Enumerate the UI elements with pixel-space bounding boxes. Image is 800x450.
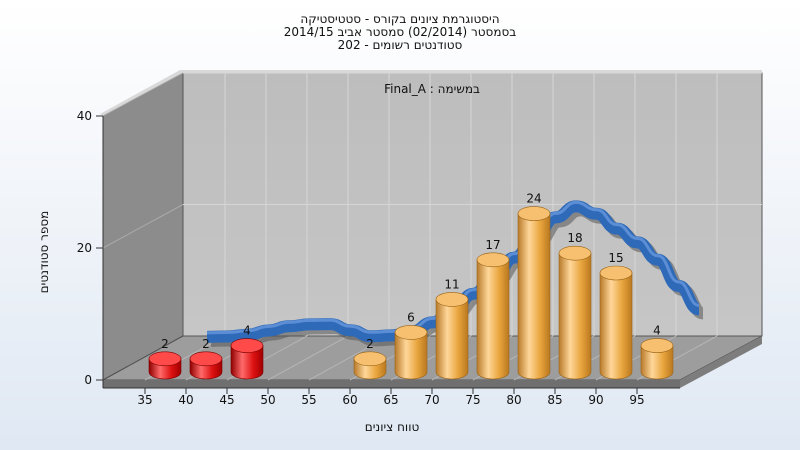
y-axis-title: מספר סטודנטים [37, 211, 51, 294]
x-tick-label: 55 [301, 393, 316, 407]
axes: 0 20 40 35 40 45 50 55 60 65 70 75 80 85 90 95 [77, 109, 645, 407]
y-tick-label: 0 [84, 373, 92, 387]
bar-top [148, 351, 182, 367]
bar-body [435, 299, 469, 380]
bar [353, 351, 387, 380]
bar-top [189, 351, 223, 367]
bar-body [640, 345, 674, 380]
bar-top [599, 265, 633, 281]
bar-body [599, 272, 633, 380]
bar-value-label: 11 [444, 277, 459, 291]
bar [148, 351, 182, 380]
bar-value-label: 6 [407, 310, 415, 324]
grid-line-floor [267, 335, 349, 381]
x-tick-label: 70 [424, 393, 439, 407]
bar-value-label: 4 [243, 324, 251, 338]
grid-line-side [102, 204, 184, 249]
annotation-label: במשימה : Final_A [384, 82, 480, 96]
x-tick-label: 50 [260, 393, 275, 407]
bar-value-label: 2 [366, 337, 374, 351]
y-tick-label: 20 [77, 241, 92, 255]
bar [517, 206, 551, 380]
x-tick-label: 75 [465, 393, 480, 407]
floor-right-edge [680, 336, 762, 388]
floor-front-edge [103, 380, 680, 388]
grid-line-side [102, 72, 184, 117]
x-tick-label: 40 [178, 393, 193, 407]
bar-value-label: 2 [161, 337, 169, 351]
bar-value-label: 18 [567, 231, 582, 245]
chart-title-line-1: היסטוגרמת ציונים בקורס - סטטיסטיקה [300, 12, 500, 26]
bar-top [230, 338, 264, 353]
bar-value-label: 24 [526, 192, 541, 206]
x-tick-label: 80 [506, 393, 521, 407]
bar-value-label: 2 [202, 337, 210, 351]
bar-top [558, 245, 592, 261]
bar-top [353, 351, 387, 367]
bar [640, 338, 674, 380]
bar-body [517, 213, 551, 380]
bar-body [476, 259, 510, 380]
x-tick-label: 65 [383, 393, 398, 407]
bar-body [230, 345, 264, 380]
bar-body [558, 252, 592, 380]
bar-top [517, 206, 551, 221]
bar-top [435, 292, 469, 307]
bar-value-label: 4 [653, 324, 661, 338]
bar-top [640, 338, 674, 353]
x-tick-label: 45 [219, 393, 234, 407]
bar-top [394, 325, 428, 340]
bar-top [476, 252, 510, 268]
x-tick-label: 85 [547, 393, 562, 407]
y-tick-label: 40 [77, 109, 92, 123]
bar-body [394, 332, 428, 380]
bar [394, 325, 428, 380]
bar [558, 245, 592, 380]
chart-title-line-3: סטודנטים רשומים - 202 [337, 38, 463, 52]
x-tick-label: 90 [588, 393, 603, 407]
chart-title-line-2: בסמסטר (02/2014) סמסטר אביב 2014/15 [283, 25, 517, 39]
x-axis-title: טווח ציונים [365, 420, 420, 434]
bar [230, 338, 264, 380]
bar-value-label: 15 [608, 251, 623, 265]
x-tick-label: 95 [629, 393, 644, 407]
x-tick-label: 60 [342, 393, 357, 407]
bar [599, 265, 633, 380]
bar-value-label: 17 [485, 238, 500, 252]
bar [189, 351, 223, 380]
bar [435, 292, 469, 380]
x-tick-label: 35 [137, 393, 152, 407]
bars [148, 206, 674, 380]
bar [476, 252, 510, 380]
